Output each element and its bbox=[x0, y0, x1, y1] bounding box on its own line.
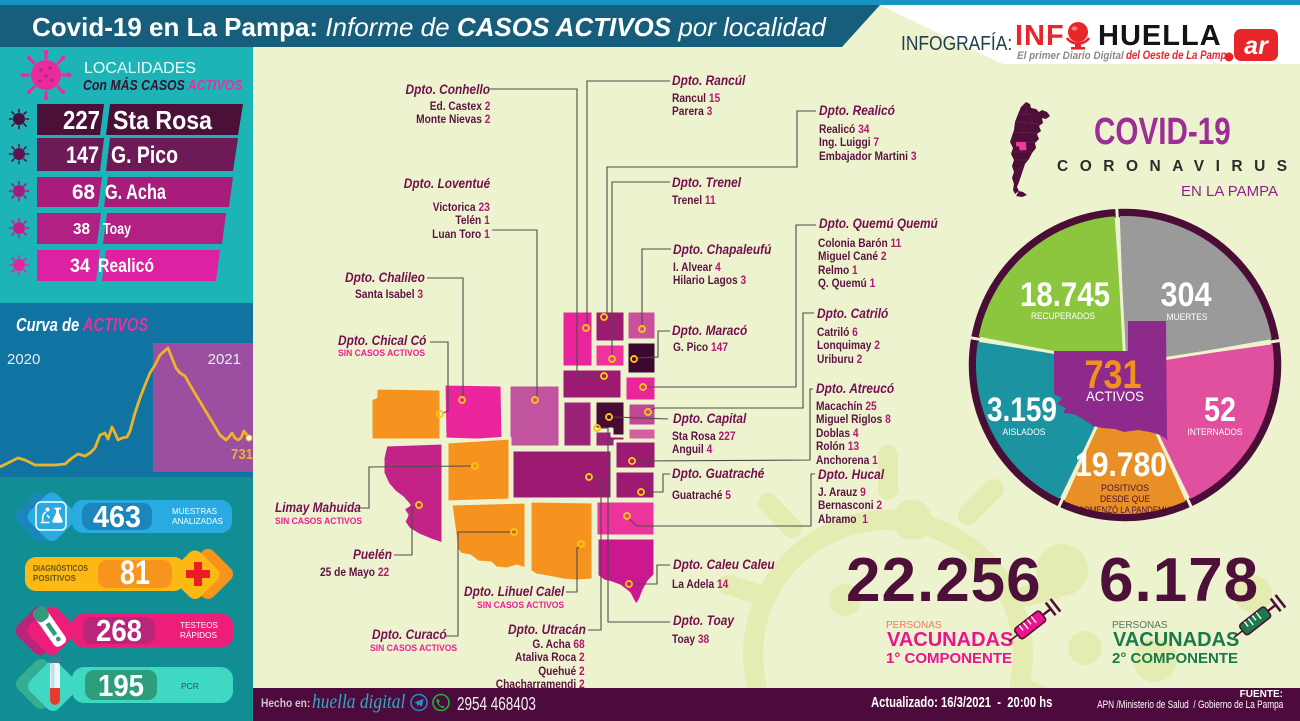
svg-text:TESTEOS: TESTEOS bbox=[180, 620, 218, 630]
svg-text:RÁPIDOS: RÁPIDOS bbox=[180, 630, 217, 640]
svg-text:POSITIVOS: POSITIVOS bbox=[33, 573, 76, 583]
svg-text:227: 227 bbox=[63, 105, 100, 135]
svg-text:ANALIZADAS: ANALIZADAS bbox=[172, 516, 223, 526]
svg-text:3.159: 3.159 bbox=[987, 391, 1057, 429]
svg-text:ar: ar bbox=[1244, 32, 1269, 60]
svg-text:AISLADOS: AISLADOS bbox=[1003, 427, 1046, 437]
svg-text:INTERNADOS: INTERNADOS bbox=[1188, 427, 1243, 437]
svg-text:COMENZÓ LA PANDEMIA: COMENZÓ LA PANDEMIA bbox=[1078, 505, 1172, 515]
svg-text:RECUPERADOS: RECUPERADOS bbox=[1031, 311, 1095, 321]
svg-text:52: 52 bbox=[1204, 391, 1236, 429]
svg-text:38: 38 bbox=[73, 221, 90, 238]
svg-text:19.780: 19.780 bbox=[1075, 446, 1167, 484]
svg-text:MUESTRAS: MUESTRAS bbox=[172, 506, 217, 516]
svg-text:MUERTES: MUERTES bbox=[1167, 312, 1208, 322]
svg-text:731: 731 bbox=[231, 446, 253, 463]
svg-text:81: 81 bbox=[120, 554, 150, 592]
svg-text:POSITIVOS: POSITIVOS bbox=[1101, 483, 1149, 493]
svg-text:Realicó: Realicó bbox=[98, 256, 154, 277]
svg-text:731: 731 bbox=[1085, 353, 1142, 397]
svg-text:304: 304 bbox=[1161, 276, 1212, 314]
svg-text:ACTIVOS: ACTIVOS bbox=[1086, 388, 1144, 404]
svg-text:2021: 2021 bbox=[208, 351, 241, 368]
svg-text:34: 34 bbox=[70, 256, 90, 277]
svg-text:18.745: 18.745 bbox=[1020, 276, 1110, 314]
svg-text:G. Acha: G. Acha bbox=[105, 181, 166, 204]
svg-text:G. Pico: G. Pico bbox=[111, 142, 178, 169]
svg-text:PCR: PCR bbox=[181, 681, 199, 691]
svg-text:147: 147 bbox=[66, 142, 99, 169]
svg-text:DESDE QUE: DESDE QUE bbox=[1100, 494, 1150, 504]
svg-text:463: 463 bbox=[93, 499, 141, 534]
svg-text:68: 68 bbox=[72, 181, 95, 204]
svg-text:DIAGNÓSTICOS: DIAGNÓSTICOS bbox=[33, 562, 88, 573]
svg-text:268: 268 bbox=[96, 613, 142, 648]
svg-text:195: 195 bbox=[98, 668, 144, 703]
svg-text:2020: 2020 bbox=[7, 351, 40, 368]
svg-text:Toay: Toay bbox=[103, 221, 131, 238]
svg-text:Sta Rosa: Sta Rosa bbox=[113, 105, 212, 135]
